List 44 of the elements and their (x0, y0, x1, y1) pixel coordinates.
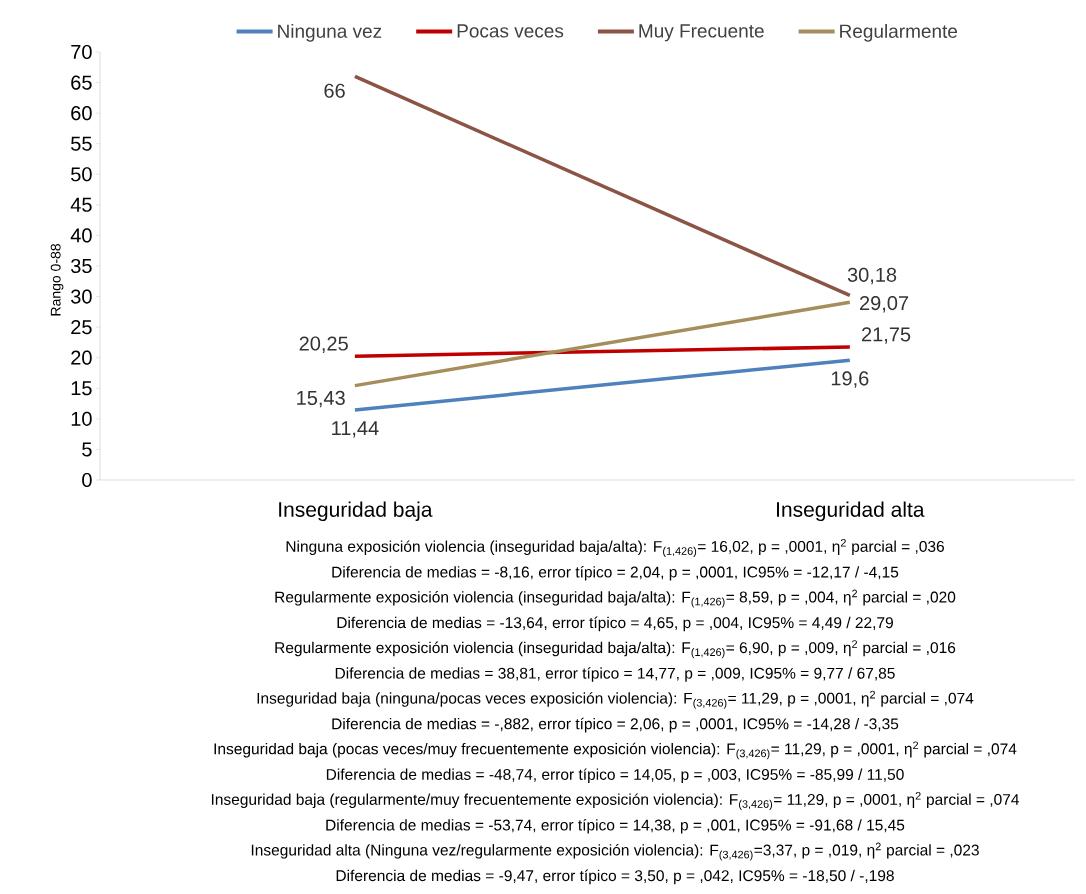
data-label: 19,6 (831, 371, 869, 388)
data-label: 20,25 (299, 336, 348, 353)
y-tick-label: 50 (71, 167, 92, 182)
legend-label: Pocas veces (457, 24, 564, 38)
y-tick-label: 45 (70, 197, 92, 212)
y-tick-label: 5 (82, 442, 92, 457)
y-tick-label: 40 (70, 228, 92, 243)
text: Diferencia de medias = -53,74, error típico = 14,38, p = ,001, IC95% = -91,68 / 15,45 (326, 818, 905, 834)
y-tick-label: 65 (71, 75, 92, 90)
data-label: 21,75 (862, 327, 911, 344)
text: Inseguridad baja (regularmente/muy frecuentemente exposición violencia): F$_{(3,426)}$= 11,29, p = ,0001, η$^{2}$ parcial = ,074 (211, 792, 1020, 810)
text: Diferencia de medias = -9,47, error típico = 3,50, p = ,042, IC95% = -18,50 / -,198 (336, 869, 894, 885)
data-label: 15,43 (297, 390, 345, 408)
legend-label: Muy Frecuente (639, 24, 764, 42)
y-axis-title: Rango 0-88 (50, 244, 64, 316)
data-label: 66 (324, 83, 345, 98)
text: Inseguridad baja (ninguna/pocas veces exposición violencia): F$_{(3,426)}$= 11,29, p = ,0001, η$^{2}$ parcial = ,074 (257, 690, 974, 709)
y-tick-label: 20 (71, 350, 92, 365)
text: Diferencia de medias = -8,16, error típico = 2,04, p = ,0001, IC95% = -12,17 / -4,15 (332, 565, 899, 581)
text: Inseguridad alta (Ninguna vez/regularmente exposición violencia): F$_{(3,426)}$=3,37, p = ,019, η$^{2}$ parcial = ,023 (251, 842, 979, 861)
x-tick-label: Inseguridad alta (777, 501, 925, 522)
text: Regularmente exposición violencia (inseguridad baja/alta): F$_{(1,426)}$= 6,90, p = ,009, η$^{2}$ parcial = ,016 (275, 640, 956, 659)
y-tick-label: 10 (71, 411, 92, 426)
text: Diferencia de medias = -13,64, error típico = 4,65, p = ,004, IC95% = 4,49 / 22,79 (337, 616, 893, 632)
text: Diferencia de medias = -,882, error típico = 2,06, p = ,0001, IC95% = -14,28 / -3,35 (332, 717, 899, 733)
y-tick-label: 70 (71, 44, 92, 60)
data-label: 11,44 (332, 421, 379, 438)
data-label: 30,18 (847, 267, 897, 285)
y-tick-label: 55 (71, 136, 92, 151)
text: Inseguridad baja (pocas veces/muy frecuentemente exposición violencia): F$_{(3,426)}$= 11,29, p = ,0001, η$^{2}$ parcial = ,074 (214, 741, 1017, 760)
legend-label: Regularmente (840, 23, 958, 42)
y-tick-label: 15 (71, 381, 92, 396)
x-tick-label: Inseguridad baja (279, 501, 433, 522)
y-tick-label: 60 (71, 106, 92, 121)
y-tick-label: 30 (71, 289, 92, 304)
text: Diferencia de medias = 38,81, error típico = 14,77, p = ,009, IC95% = 9,77 / 67,85 (335, 667, 895, 682)
y-tick-label: 35 (71, 258, 92, 274)
text: Ninguna exposición violencia (inseguridad baja/alta): F$_{(1,426)}$= 16,02, p = ,0001, η$^{2}$ parcial = ,036 (286, 539, 944, 557)
text: Diferencia de medias = -48,74, error típico = 14,05, p = ,003, IC95% = -85,99 / 11,50 (326, 768, 904, 783)
data-label: 29,07 (860, 295, 909, 313)
legend-label: Ninguna vez (278, 23, 382, 42)
y-tick-label: 25 (71, 320, 92, 335)
text: Regularmente exposición violencia (inseguridad baja/alta): F$_{(1,426)}$= 8,59, p = ,004, η$^{2}$ parcial = ,020 (275, 589, 956, 608)
y-tick-label: 0 (82, 472, 92, 488)
